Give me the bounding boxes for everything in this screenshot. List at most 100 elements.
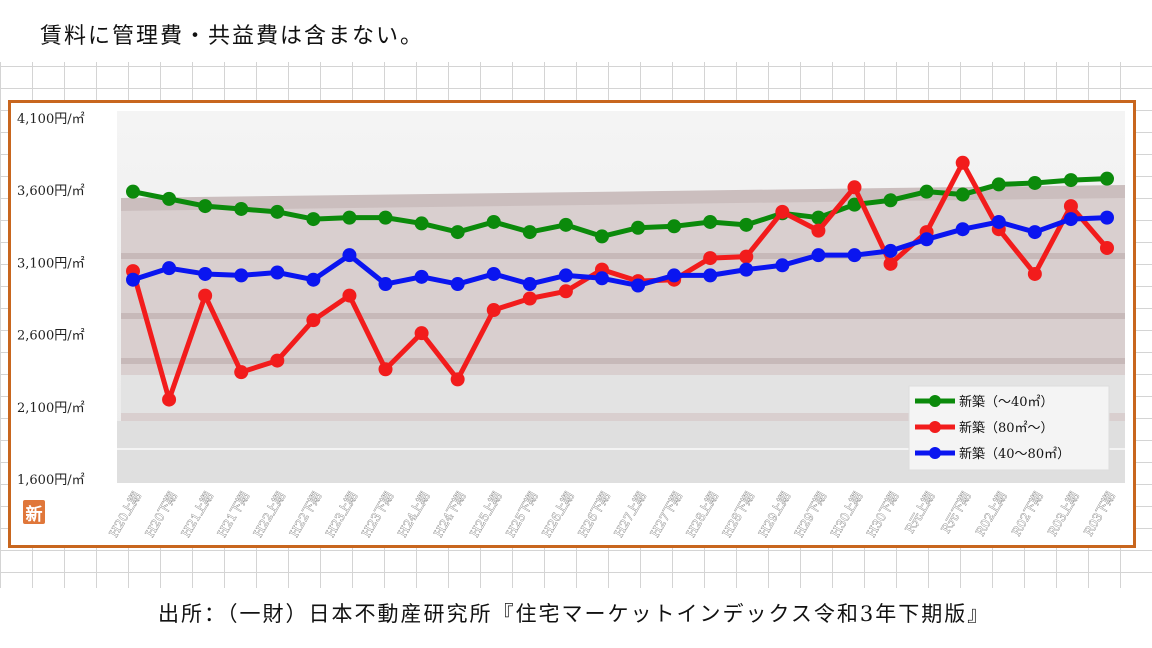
data-point xyxy=(955,155,970,170)
x-tick-label: H24上期 xyxy=(395,490,432,540)
y-tick-label: 3,600円/㎡ xyxy=(17,184,85,199)
series-line xyxy=(132,215,1108,289)
legend-swatch-marker xyxy=(929,421,941,433)
data-point xyxy=(234,201,249,216)
data-point xyxy=(1063,199,1078,214)
data-point xyxy=(234,365,249,380)
y-tick-label: 3,100円/㎡ xyxy=(17,256,85,271)
x-tick-label: R02上期 xyxy=(973,490,1009,539)
y-tick-label: 2,600円/㎡ xyxy=(17,329,85,344)
data-point xyxy=(1063,173,1078,188)
data-point xyxy=(414,269,429,284)
data-point xyxy=(450,277,465,292)
data-point xyxy=(919,184,934,199)
data-point xyxy=(522,225,537,240)
x-tick-label: H20上期 xyxy=(107,490,144,540)
series-2 xyxy=(126,210,1114,293)
data-point xyxy=(306,212,321,227)
data-point xyxy=(198,266,213,281)
data-point xyxy=(667,268,682,283)
x-tick-label: H27上期 xyxy=(612,490,649,540)
data-point xyxy=(847,180,862,195)
data-point xyxy=(378,362,393,377)
x-tick-label: H23上期 xyxy=(323,490,360,540)
data-point xyxy=(631,278,646,293)
rent-note: 賃料に管理費・共益費は含まない。 xyxy=(40,24,425,49)
x-tick-label: R02下期 xyxy=(1009,490,1045,539)
x-tick-label: H23下期 xyxy=(359,490,396,540)
data-point xyxy=(198,288,213,303)
y-axis: 4,100円/㎡ 3,600円/㎡ 3,100円/㎡ 2,600円/㎡ 2,100円/㎡… xyxy=(17,112,85,488)
data-point xyxy=(739,262,754,277)
x-tick-label: H21下期 xyxy=(215,490,252,540)
data-point xyxy=(270,204,285,219)
x-tick-label: H28上期 xyxy=(684,490,721,540)
data-point xyxy=(883,256,898,271)
data-point xyxy=(594,271,609,286)
data-point xyxy=(811,248,826,263)
data-point xyxy=(1100,240,1114,255)
data-point xyxy=(739,249,754,264)
chart-svg: 4,100円/㎡ 3,600円/㎡ 3,100円/㎡ 2,600円/㎡ 2,100円/㎡… xyxy=(17,111,1125,540)
data-point xyxy=(1027,225,1042,240)
logo-badge: 新 xyxy=(23,500,45,525)
data-point xyxy=(522,277,537,292)
data-point xyxy=(198,199,213,214)
chart-frame: 4,100円/㎡ 3,600円/㎡ 3,100円/㎡ 2,600円/㎡ 2,100円/㎡… xyxy=(8,100,1136,548)
data-point xyxy=(342,210,357,225)
x-tick-label: H27下期 xyxy=(648,490,685,540)
x-tick-label: R03下期 xyxy=(1081,490,1117,539)
data-point xyxy=(450,225,465,240)
data-point xyxy=(486,266,501,281)
data-point xyxy=(847,248,862,263)
x-tick-label: H20下期 xyxy=(143,490,180,540)
header-area xyxy=(0,0,1152,62)
x-axis: H20上期 H20下期 H21上期 H21下期 H22上期 H22下期 H23上期 H23下期… xyxy=(106,489,1118,540)
data-point xyxy=(991,214,1006,229)
data-point xyxy=(703,251,718,266)
data-point xyxy=(558,217,573,232)
x-tick-label: H30上期 xyxy=(828,490,865,540)
data-point xyxy=(306,272,321,287)
data-point xyxy=(594,229,609,244)
x-tick-label: H29上期 xyxy=(756,490,793,540)
data-point xyxy=(883,193,898,208)
data-point xyxy=(739,217,754,232)
data-point xyxy=(1100,171,1114,186)
y-tick-label: 4,100円/㎡ xyxy=(17,112,85,127)
data-point xyxy=(1063,212,1078,227)
data-point xyxy=(667,219,682,234)
data-point xyxy=(847,197,862,212)
legend: 新築（～40㎡） 新築（80㎡～） 新築（40～80㎡） xyxy=(908,385,1110,471)
data-point xyxy=(703,214,718,229)
data-point xyxy=(414,216,429,231)
data-point xyxy=(991,177,1006,192)
legend-label: 新築（80㎡～） xyxy=(959,420,1054,436)
x-tick-label: R03上期 xyxy=(1045,490,1081,539)
data-point xyxy=(162,191,177,206)
source-citation: 出所：（一財）日本不動産研究所『住宅マーケットインデックス令和3年下期版』 xyxy=(158,602,991,626)
x-tick-label: H26下期 xyxy=(576,490,613,540)
data-point xyxy=(378,210,393,225)
x-tick-label: H25下期 xyxy=(503,490,540,540)
data-point xyxy=(270,353,285,368)
data-point xyxy=(631,220,646,235)
data-point xyxy=(414,326,429,341)
x-tick-label: H24下期 xyxy=(431,490,468,540)
legend-label: 新築（40～80㎡） xyxy=(959,446,1070,462)
data-point xyxy=(775,204,790,219)
x-tick-label: H28下期 xyxy=(720,490,757,540)
x-tick-label: H29下期 xyxy=(792,490,829,540)
data-point xyxy=(883,243,898,258)
data-point xyxy=(342,248,357,263)
x-tick-label: R元上期 xyxy=(903,490,938,536)
footer-area xyxy=(0,588,1152,648)
data-point xyxy=(703,268,718,283)
data-point xyxy=(558,284,573,299)
data-point xyxy=(126,184,140,199)
data-point xyxy=(486,214,501,229)
data-point xyxy=(342,288,357,303)
data-point xyxy=(955,222,970,237)
data-point xyxy=(1027,266,1042,281)
y-tick-label: 2,100円/㎡ xyxy=(17,401,85,416)
